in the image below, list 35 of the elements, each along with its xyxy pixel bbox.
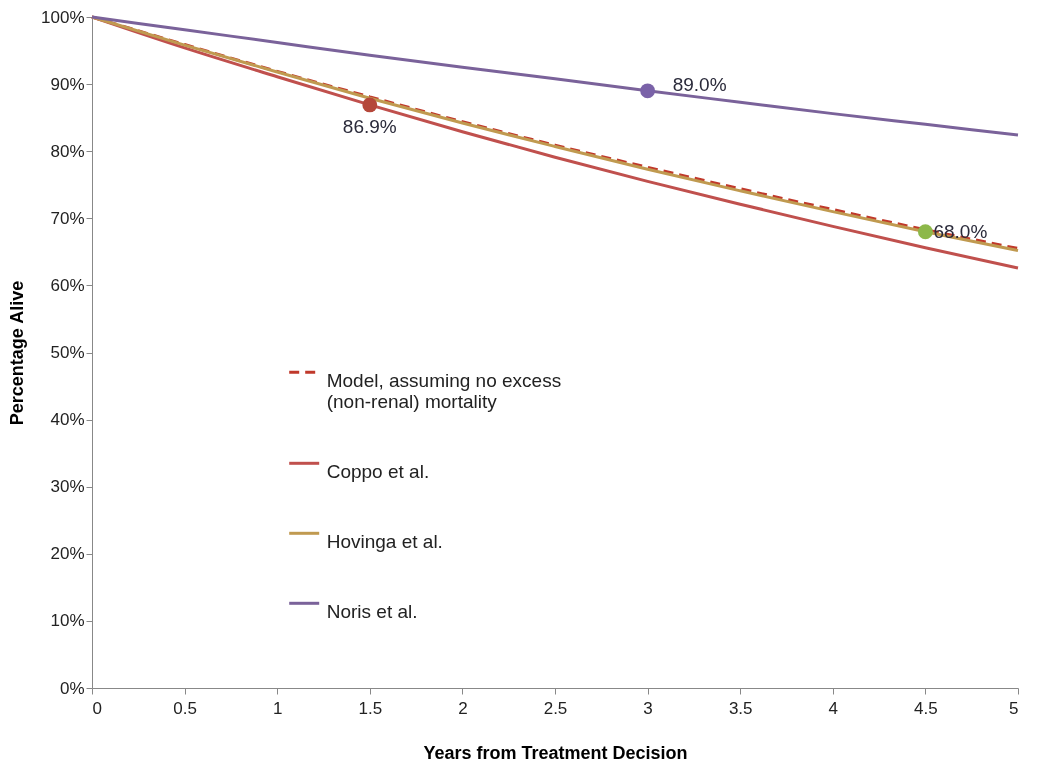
point	[917, 224, 933, 240]
x-tick-label: 2.5	[543, 698, 568, 718]
line-series	[90, 15, 1020, 137]
data-label: 68.0%	[933, 220, 988, 242]
x-tick-label: 0	[92, 698, 102, 718]
x-tick-label: 4.5	[914, 698, 938, 718]
y-tick-label: 80%	[50, 141, 85, 161]
x-tick-label: 3	[643, 698, 653, 718]
y-tick-label: 20%	[50, 544, 85, 564]
x-tick-label: 0.5	[173, 698, 197, 718]
x-tick-label: 2	[458, 698, 468, 718]
y-tick-label: 70%	[50, 208, 85, 228]
point	[640, 83, 656, 99]
legend-label: Model, assuming no excess (non-renal) mortality	[326, 370, 562, 413]
y-tick-label: 0%	[59, 678, 85, 698]
legend-label: Hovinga et al.	[326, 531, 443, 553]
x-tick-label: 5	[1009, 698, 1019, 718]
legend-label: Coppo et al.	[326, 461, 430, 483]
legend-label: Noris et al.	[326, 601, 418, 623]
data-label: 89.0%	[672, 73, 727, 95]
x-tick-label: 4	[828, 698, 839, 718]
x-axis-title: Years from Treatment Decision	[423, 742, 688, 763]
y-tick-label: 100%	[41, 7, 85, 27]
x-tick-label: 3.5	[728, 698, 753, 718]
y-tick-label: 10%	[50, 611, 85, 631]
y-tick-label: 40%	[50, 410, 85, 430]
y-axis-title: Percentage Alive	[7, 280, 28, 426]
point	[362, 97, 378, 113]
data-label: 86.9%	[342, 115, 397, 137]
y-tick-label: 60%	[50, 275, 85, 295]
x-tick-label: 1	[272, 698, 283, 718]
y-tick-label: 50%	[50, 343, 85, 362]
y-tick-label: 30%	[50, 477, 85, 497]
x-tick-label: 1.5	[358, 698, 383, 718]
y-tick-label: 90%	[50, 74, 85, 94]
